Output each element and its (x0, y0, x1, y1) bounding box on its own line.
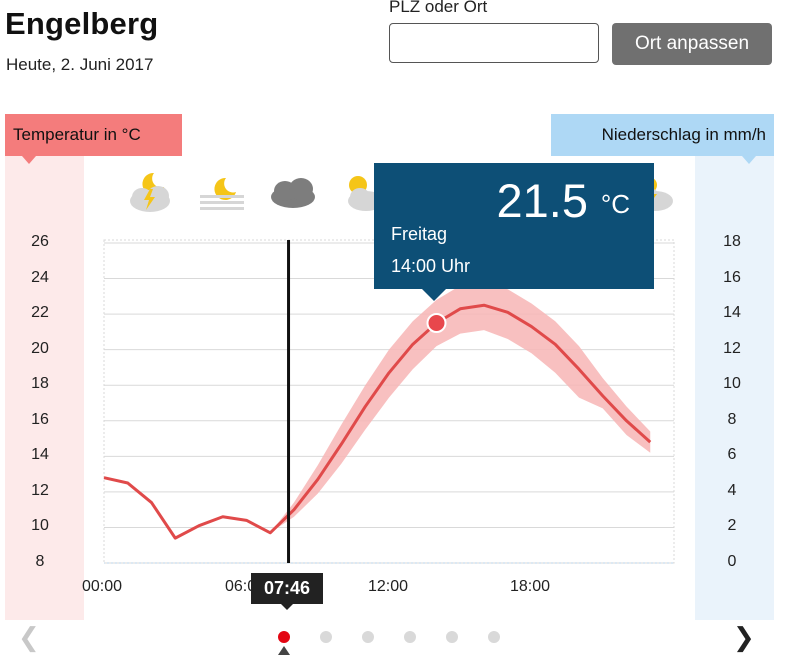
tooltip-day: Freitag (391, 224, 448, 244)
precipitation-axis-title: Niederschlag in mm/h (551, 114, 774, 156)
page-dot[interactable] (320, 631, 332, 643)
x-tick-label: 06:00 (225, 578, 253, 595)
y-tick-label-temperature: 12 (31, 481, 49, 499)
page-dot[interactable] (488, 631, 500, 643)
y-tick-label-temperature: 16 (31, 410, 49, 428)
current-time-badge-pointer (281, 604, 293, 610)
location-title: Engelberg (5, 6, 159, 41)
temperature-tag-pointer (22, 156, 36, 164)
temperature-axis-title: Temperatur in °C (5, 114, 182, 156)
cloudy-icon (271, 178, 315, 208)
y-tick-label-temperature: 22 (31, 304, 49, 322)
y-tick-label-precipitation: 18 (723, 233, 741, 250)
temperature-range-band (104, 282, 651, 539)
y-tick-label-precipitation: 14 (723, 304, 741, 322)
y-tick-label-temperature: 20 (31, 339, 49, 357)
y-tick-label-precipitation: 12 (723, 339, 741, 357)
page-dot[interactable] (404, 631, 416, 643)
page-dot[interactable] (362, 631, 374, 643)
y-tick-label-precipitation: 6 (727, 446, 737, 464)
update-location-button[interactable]: Ort anpassen (612, 23, 772, 65)
y-tick-label-precipitation: 2 (727, 517, 737, 535)
x-tick-label: 12:00 (368, 578, 409, 595)
chevron-left-icon: ❮ (18, 622, 40, 652)
tooltip-value: 21.5 (496, 174, 588, 227)
y-tick-label-precipitation: 8 (727, 410, 737, 428)
value-tooltip: 21.5 °C Freitag 14:00 Uhr (374, 163, 654, 289)
y-tick-label-temperature: 14 (31, 446, 49, 464)
y-tick-label-temperature: 8 (35, 553, 45, 570)
page-dot[interactable] (446, 631, 458, 643)
highlighted-data-point[interactable] (426, 313, 447, 333)
x-tick-label: 18:00 (510, 578, 551, 595)
y-tick-label-precipitation: 16 (723, 268, 741, 286)
y-tick-label-temperature: 10 (31, 517, 49, 535)
chart-gridlines (104, 242, 674, 564)
y-tick-label-precipitation: 4 (727, 481, 737, 499)
x-tick-label: 00:00 (82, 578, 123, 595)
next-page-button[interactable]: ❯ (733, 622, 755, 653)
tooltip-time: 14:00 Uhr (391, 256, 471, 276)
thunderstorm-night-icon (130, 172, 170, 212)
location-search-input[interactable] (389, 23, 599, 63)
page-dot-active[interactable] (278, 631, 290, 643)
tooltip-pointer (422, 289, 446, 301)
y-tick-label-precipitation: 10 (723, 375, 741, 393)
current-time-badge[interactable]: 07:46 (251, 573, 323, 604)
active-page-marker (278, 646, 290, 655)
date-label: Heute, 2. Juni 2017 (6, 55, 154, 74)
precipitation-axis-panel (695, 156, 774, 620)
fog-moon-icon (200, 177, 244, 210)
temperature-axis-panel (5, 156, 84, 620)
y-tick-label-temperature: 26 (31, 233, 49, 250)
search-label: PLZ oder Ort (389, 0, 488, 16)
y-tick-label-temperature: 24 (31, 268, 49, 286)
tooltip-unit: °C (600, 189, 630, 219)
y-tick-label-temperature: 18 (31, 375, 49, 393)
previous-page-button[interactable]: ❮ (18, 622, 40, 653)
precipitation-tag-pointer (742, 156, 756, 164)
temperature-line (103, 303, 652, 540)
chevron-right-icon: ❯ (733, 622, 755, 652)
y-tick-label-precipitation: 0 (727, 553, 737, 570)
